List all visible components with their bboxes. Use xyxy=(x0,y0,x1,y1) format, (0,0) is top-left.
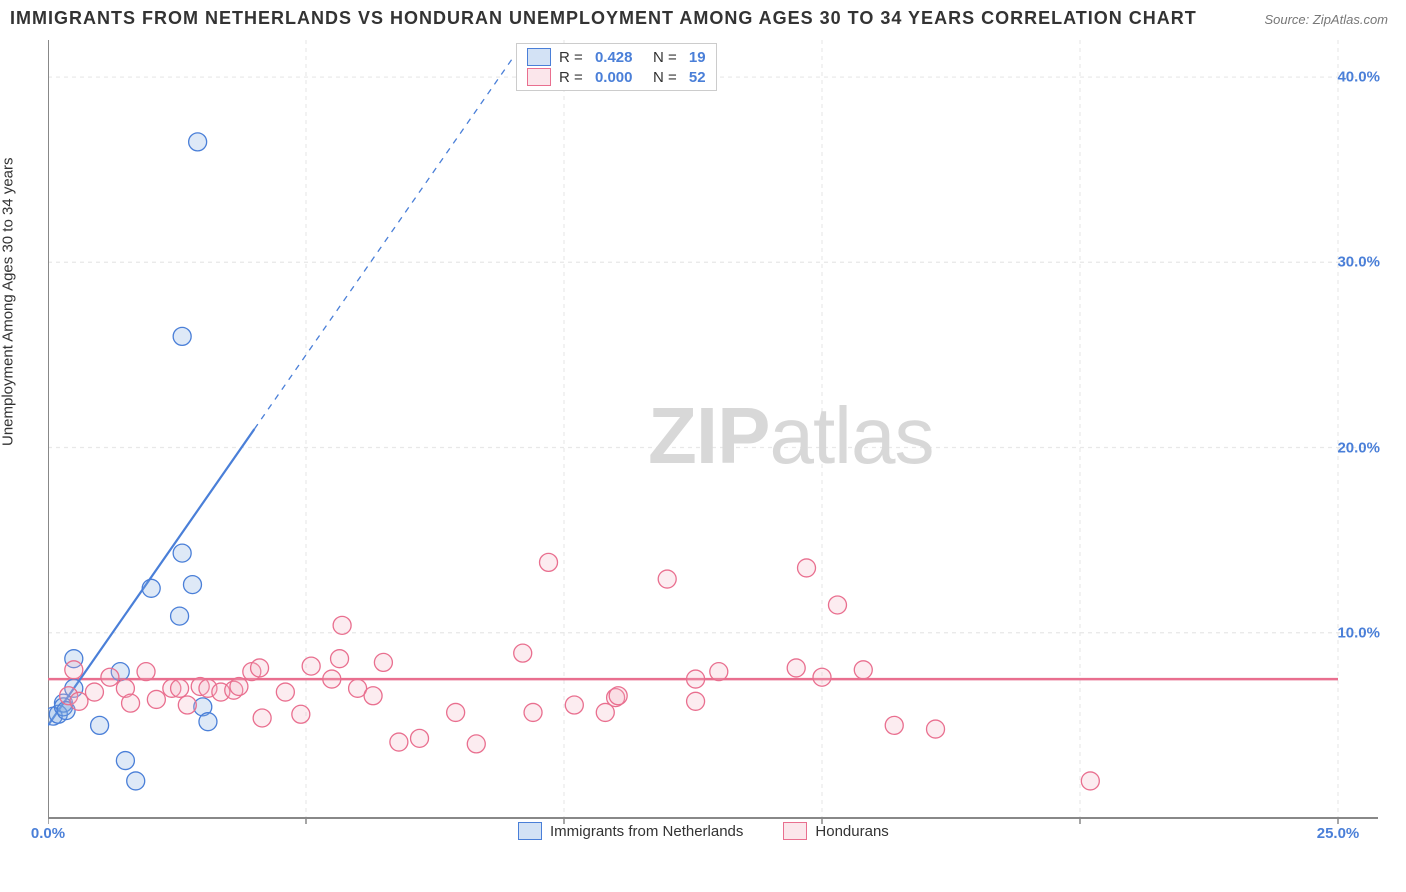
legend-series: Immigrants from Netherlands Hondurans xyxy=(518,822,889,840)
legend-swatch xyxy=(518,822,542,840)
legend-swatch xyxy=(527,48,551,66)
legend-swatch xyxy=(783,822,807,840)
y-tick-label: 20.0% xyxy=(1337,439,1380,456)
plot-area: ZIPatlas R = 0.428 N = 19R = 0.000 N = 5… xyxy=(48,40,1388,840)
legend-r-label: R = xyxy=(559,49,587,66)
legend-swatch xyxy=(527,68,551,86)
y-axis-label: Unemployment Among Ages 30 to 34 years xyxy=(0,157,17,446)
legend-stat-row: R = 0.428 N = 19 xyxy=(527,48,706,66)
legend-r-value: 0.000 xyxy=(595,69,633,86)
scatter-plot-svg xyxy=(48,40,1388,840)
legend-stat-row: R = 0.000 N = 52 xyxy=(527,68,706,86)
legend-stats-box: R = 0.428 N = 19R = 0.000 N = 52 xyxy=(516,43,717,91)
y-tick-label: 30.0% xyxy=(1337,254,1380,271)
y-tick-label: 10.0% xyxy=(1337,624,1380,641)
legend-series-item: Immigrants from Netherlands xyxy=(518,822,743,840)
legend-n-value: 52 xyxy=(689,69,706,86)
y-tick-label: 40.0% xyxy=(1337,69,1380,86)
legend-series-item: Hondurans xyxy=(783,822,888,840)
source-attribution: Source: ZipAtlas.com xyxy=(1264,12,1388,27)
legend-r-label: R = xyxy=(559,69,587,86)
legend-series-name: Hondurans xyxy=(815,823,888,840)
legend-n-label: N = xyxy=(640,69,680,86)
legend-n-value: 19 xyxy=(689,49,706,66)
legend-series-name: Immigrants from Netherlands xyxy=(550,823,743,840)
legend-n-label: N = xyxy=(640,49,680,66)
chart-title: IMMIGRANTS FROM NETHERLANDS VS HONDURAN … xyxy=(10,8,1197,29)
legend-r-value: 0.428 xyxy=(595,49,633,66)
x-tick-label: 0.0% xyxy=(31,825,65,842)
x-tick-label: 25.0% xyxy=(1317,825,1360,842)
